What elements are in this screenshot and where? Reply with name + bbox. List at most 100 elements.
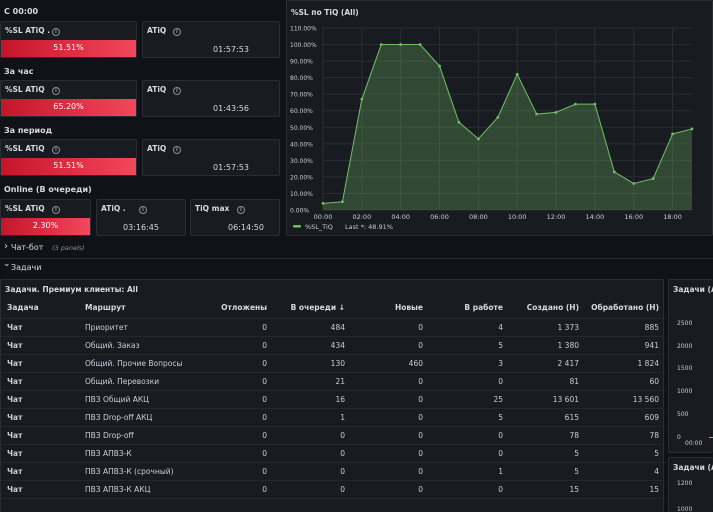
y-tick-label: 80.00% (290, 75, 313, 82)
table-cell: 78 (585, 426, 665, 445)
col-header-route[interactable]: Маршрут (79, 298, 195, 319)
table-row[interactable]: Чат ПВЗ АПВЗ-К АКЦ 0 0 0 0 15 15 (1, 480, 665, 499)
stat-atiq-2[interactable]: ATiQ i 01:43:56 (142, 80, 280, 117)
stat-value: 01:57:53 (213, 163, 249, 172)
table-cell: 16 (273, 390, 351, 409)
panel-title: ATiQ (147, 85, 167, 94)
info-icon[interactable]: i (237, 206, 245, 214)
table-row[interactable]: Чат Общий. Заказ 0 434 0 5 1 380 941 (1, 336, 665, 355)
col-header-created[interactable]: Создано (Н) (509, 298, 585, 319)
stat-tiq-max[interactable]: TiQ max i 06:14:50 (190, 199, 280, 236)
table-cell: 460 (351, 354, 429, 373)
y-tick-label: 110.00% (290, 26, 317, 33)
info-icon[interactable]: i (52, 146, 60, 154)
table-row[interactable]: Чат ПВЗ Общий АКЦ 0 16 0 25 13 601 13 560 (1, 390, 665, 409)
side-y-tick: 1000 (677, 506, 693, 512)
table-cell: 615 (509, 408, 585, 427)
info-icon[interactable]: i (173, 87, 181, 95)
table-cell: 0 (195, 480, 273, 499)
table-row[interactable]: Чат ПВЗ АПВЗ-К (срочный) 0 0 0 1 5 4 (1, 462, 665, 481)
panel-title: %SL ATiQ (5, 204, 45, 213)
info-icon[interactable]: i (173, 146, 181, 154)
info-icon[interactable]: i (52, 28, 60, 36)
table-cell: Чат (1, 354, 79, 373)
chevron-right-icon: › (4, 241, 8, 252)
table-cell: 1 824 (585, 354, 665, 373)
side-y-tick: 0 (677, 433, 681, 441)
section-last-hour: За час (4, 67, 34, 76)
section-online: Online (В очереди) (4, 185, 92, 194)
table-cell: Чат (1, 336, 79, 355)
table-row[interactable]: Чат Общий. Прочие Вопросы 0 130 460 3 2 417 1 8… (1, 354, 665, 373)
table-title: Задачи. Премиум клиенты: All (5, 285, 138, 294)
panel-title: ATiQ (147, 144, 167, 153)
table-cell: 5 (509, 444, 585, 463)
table-cell: 0 (273, 480, 351, 499)
table-cell: 0 (273, 462, 351, 481)
row-tasks[interactable]: ⌄ Задачи (0, 258, 713, 276)
y-tick-label: 30.00% (290, 158, 313, 165)
col-header-task[interactable]: Задача (1, 298, 79, 319)
table-row[interactable]: Чат Приоритет 0 484 0 4 1 373 885 (1, 318, 665, 337)
side-tasks-panel-2[interactable]: Задачи (All 1200 1000 (668, 457, 713, 512)
table-cell: 0 (273, 426, 351, 445)
panel-title: %SL ATiQ (5, 144, 45, 153)
table-cell: Чат (1, 390, 79, 409)
stat-sl-atiq-2[interactable]: %SL ATiQ i 65.20% (0, 80, 137, 117)
table-cell: 0 (351, 462, 429, 481)
info-icon[interactable]: i (52, 87, 60, 95)
info-icon[interactable]: i (173, 28, 181, 36)
table-cell: 0 (429, 480, 509, 499)
data-point (418, 43, 422, 46)
table-cell: 1 373 (509, 318, 585, 337)
x-tick-label: 00:00 (314, 213, 333, 221)
table-cell: 609 (585, 408, 665, 427)
table-cell: Общий. Прочие Вопросы (79, 354, 195, 373)
table-row[interactable]: Чат ПВЗ Drop-off АКЦ 0 1 0 5 615 609 (1, 408, 665, 427)
table-cell: 5 (429, 408, 509, 427)
stat-sl-atiq-3[interactable]: %SL ATiQ i 51.51% (0, 139, 137, 176)
stat-sl-atiq-online[interactable]: %SL ATiQ i 2.30% (0, 199, 91, 236)
panel-title: %SL ATiQ . (5, 26, 51, 35)
stat-atiq-3[interactable]: ATiQ i 01:57:53 (142, 139, 280, 176)
table-row[interactable]: Чат Общий. Перевозки 0 21 0 0 81 60 (1, 372, 665, 391)
table-cell: 941 (585, 336, 665, 355)
table-row[interactable]: Чат ПВЗ АПВЗ-К 0 0 0 0 5 5 (1, 444, 665, 463)
table-cell: 0 (351, 408, 429, 427)
table-cell: ПВЗ Drop-off (79, 426, 195, 445)
col-header-in-work[interactable]: В работе (429, 298, 509, 319)
y-tick-label: 70.00% (290, 92, 313, 99)
table-cell: 0 (195, 354, 273, 373)
side-series-line (709, 437, 713, 438)
sl-tiq-chart: 0.00% 10.00% 20.00% 30.00% 40.00% 50.00% 60.00… (290, 26, 694, 231)
table-cell: Чат (1, 480, 79, 499)
stat-sl-atiq-1[interactable]: %SL ATiQ . i 51.51% (0, 21, 137, 58)
table-row[interactable]: Чат ПВЗ Drop-off 0 0 0 0 78 78 (1, 426, 665, 445)
row-title: Чат-бот (11, 243, 44, 252)
col-header-processed[interactable]: Обработано (Н) (585, 298, 665, 319)
chart-panel-sl-tiq[interactable]: %SL по TiQ (All) 0.00% 10.00% 20.00% 30.00%… (286, 0, 713, 236)
table-cell: 3 (429, 354, 509, 373)
data-point (496, 115, 500, 119)
row-chat-bot[interactable]: › Чат-бот (3 panels) (0, 239, 713, 257)
table-cell: 15 (509, 480, 585, 499)
y-tick-label: 40.00% (290, 141, 313, 148)
tasks-table-panel[interactable]: Задачи. Премиум клиенты: All Задача Марш… (0, 279, 665, 512)
col-header-new[interactable]: Новые (351, 298, 429, 319)
panel-title: ATiQ . (101, 204, 126, 213)
panel-title: ATiQ (147, 26, 167, 35)
table-cell: 0 (195, 372, 273, 391)
data-point (612, 170, 616, 174)
col-header-in-queue[interactable]: В очереди ↓ (273, 298, 351, 319)
section-period: За период (4, 126, 53, 135)
side-tasks-panel-1[interactable]: Задачи (All 2500 2000 1500 1000 500 0 00:00 (668, 279, 713, 453)
info-icon[interactable]: i (139, 206, 147, 214)
chart-title: %SL по TiQ (All) (291, 8, 359, 17)
stat-atiq-online[interactable]: ATiQ . i 03:16:45 (96, 199, 186, 236)
table-cell: 0 (351, 372, 429, 391)
info-icon[interactable]: i (52, 206, 60, 214)
data-point (632, 182, 636, 185)
col-header-postponed[interactable]: Отложены (195, 298, 273, 319)
table-cell: 0 (351, 426, 429, 445)
stat-atiq-1[interactable]: ATiQ i 01:57:53 (142, 21, 280, 58)
